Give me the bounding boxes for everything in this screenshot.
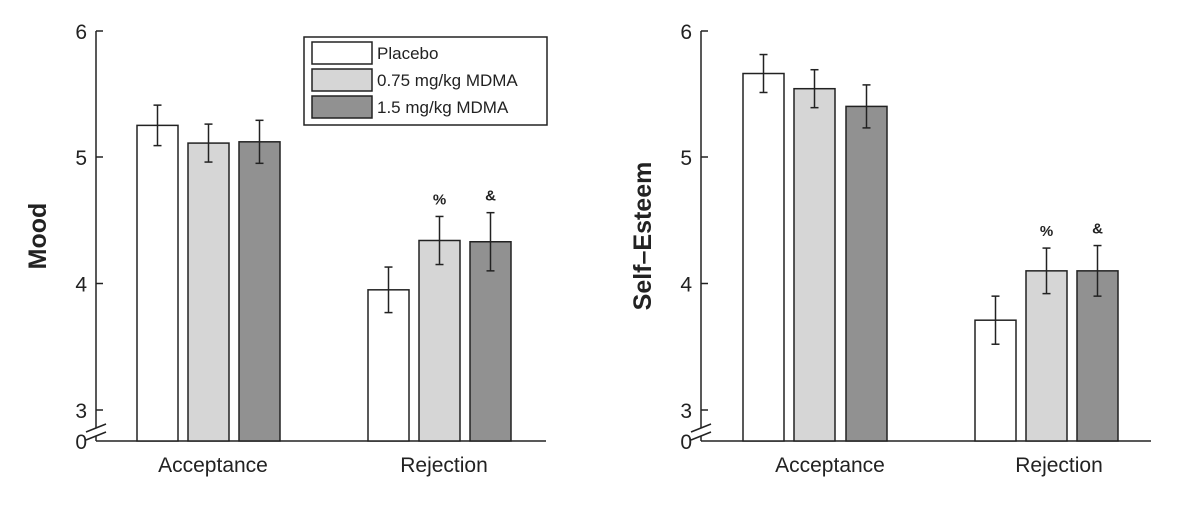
y-tick-label: 6 <box>75 21 87 44</box>
bar-acceptance-high-dose <box>845 105 888 442</box>
y-tick-label: 5 <box>680 147 692 170</box>
bar-rejection-low-dose <box>1025 270 1068 442</box>
x-category-label-acceptance: Acceptance <box>158 454 268 477</box>
bar-acceptance-placebo <box>136 124 179 442</box>
x-category-label-rejection: Rejection <box>1015 454 1103 477</box>
y-tick-label: 5 <box>75 147 87 170</box>
y-tick-label: 3 <box>680 400 692 423</box>
significance-marker: % <box>1040 223 1053 240</box>
chart-legend: Placebo 0.75 mg/kg MDMA 1.5 mg/kg MDMA <box>303 36 548 126</box>
legend-label-placebo: Placebo <box>377 44 438 63</box>
y-tick-label: 6 <box>680 21 692 44</box>
bar-rejection-low-dose <box>418 239 461 442</box>
y-tick-label: 3 <box>75 400 87 423</box>
significance-marker: % <box>433 191 446 208</box>
y-tick-label: 4 <box>680 274 692 297</box>
significance-marker: & <box>1092 221 1103 238</box>
y-tick-label: 0 <box>680 431 692 454</box>
bar-rejection-high-dose <box>469 241 512 442</box>
mood-chart-panel: 0 3 4 5 6 Mood Acceptance Rejection% & <box>24 21 546 477</box>
y-axis-label: Self–Esteem <box>629 162 657 311</box>
y-axis-label: Mood <box>24 203 52 270</box>
legend-swatch-high-dose <box>311 95 373 119</box>
legend-label-high-dose: 1.5 mg/kg MDMA <box>377 98 509 117</box>
y-tick-label: 0 <box>75 431 87 454</box>
x-category-label-rejection: Rejection <box>400 454 488 477</box>
significance-marker: & <box>485 188 496 205</box>
legend-swatch-placebo <box>311 41 373 65</box>
axis-break-mark <box>690 423 712 433</box>
bar-acceptance-low-dose <box>793 87 836 442</box>
x-category-label-acceptance: Acceptance <box>775 454 885 477</box>
y-tick-label: 4 <box>75 274 87 297</box>
legend-label-low-dose: 0.75 mg/kg MDMA <box>377 71 518 90</box>
bar-acceptance-placebo <box>742 72 785 442</box>
bar-rejection-placebo <box>367 289 410 442</box>
axis-break-mark <box>690 431 712 441</box>
self-esteem-chart-panel: 0 3 4 5 6 Self–Esteem Acceptance Rejection% & <box>629 21 1151 477</box>
bar-acceptance-low-dose <box>187 142 230 442</box>
bar-acceptance-high-dose <box>238 141 281 442</box>
legend-swatch-low-dose <box>311 68 373 92</box>
axis-break-mark <box>85 423 107 433</box>
bar-rejection-high-dose <box>1076 270 1119 442</box>
axis-break-mark <box>85 431 107 441</box>
